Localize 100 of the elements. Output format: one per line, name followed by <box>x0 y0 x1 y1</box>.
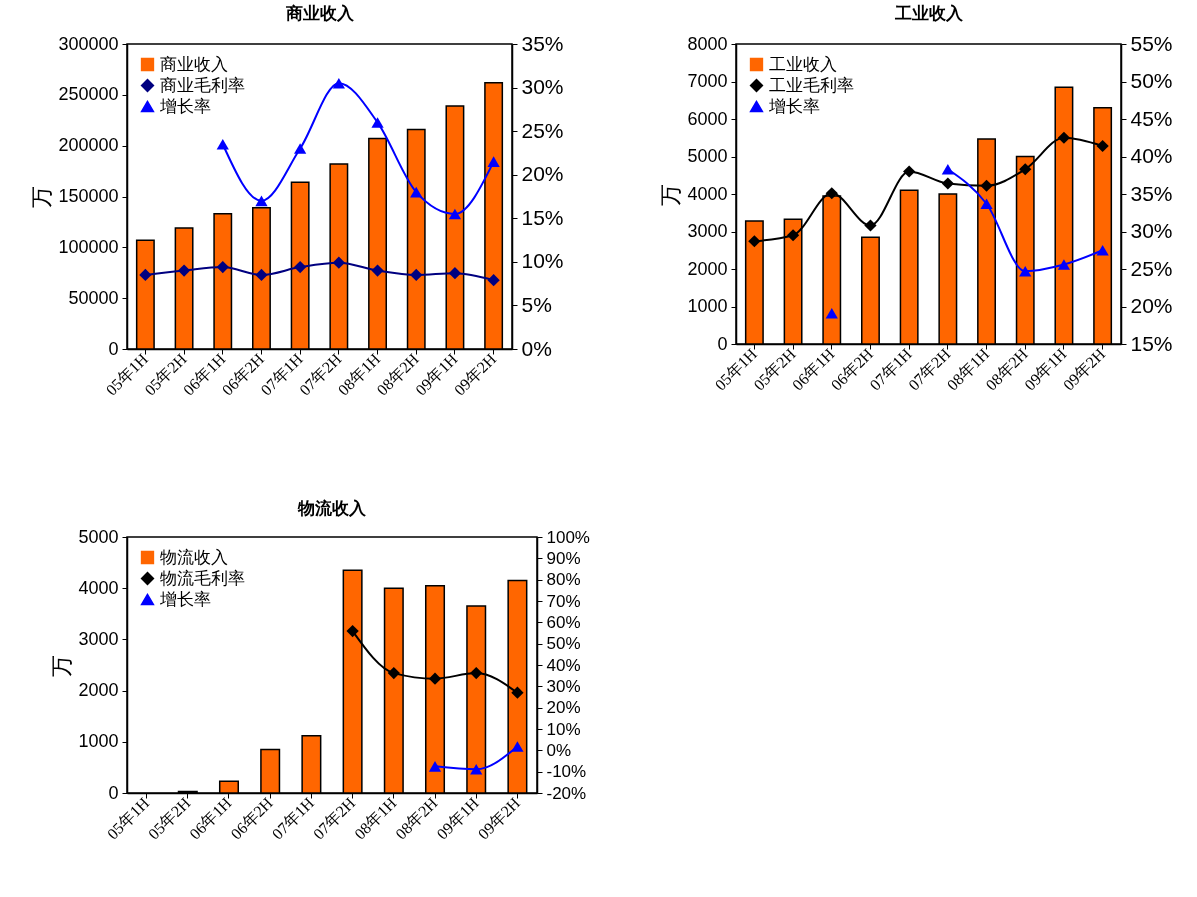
y2-tick-label: 20% <box>521 162 564 186</box>
y-tick-label: 4000 <box>687 183 728 204</box>
y-tick-label: 4000 <box>78 577 119 598</box>
legend-label: 工业收入 <box>769 54 837 74</box>
y2-tick-label: 35% <box>1130 181 1173 205</box>
y-tick-label: 1000 <box>687 296 728 316</box>
point <box>255 195 268 207</box>
legend-label: 商业毛利率 <box>160 75 245 95</box>
legend-label: 工业毛利率 <box>769 75 854 95</box>
point <box>139 268 152 282</box>
point <box>346 624 359 638</box>
y2-tick-label: -20% <box>546 783 587 803</box>
y2-tick-label: 30% <box>546 676 581 696</box>
y-tick-label: 1000 <box>78 731 119 752</box>
point <box>255 268 268 282</box>
point <box>786 229 800 242</box>
y2-tick-label: 50% <box>1130 69 1173 92</box>
y2-tick-label: 30% <box>1130 219 1173 242</box>
y2-tick-label: 40% <box>546 655 581 675</box>
point <box>487 156 500 167</box>
y-tick-label: 3000 <box>78 628 119 649</box>
y2-tick-label: 90% <box>546 548 581 568</box>
y2-tick-label: 10% <box>546 719 581 739</box>
y-tick-label: 0 <box>108 782 119 803</box>
y2-tick-label: 55% <box>1130 31 1173 55</box>
y2-tick-label: 10% <box>521 249 564 273</box>
y2-tick-label: 20% <box>1130 294 1173 317</box>
point <box>294 143 307 154</box>
y-axis-title: 万 <box>49 654 75 677</box>
y2-tick-label: 35% <box>521 31 564 55</box>
y-tick-label: 150000 <box>58 186 119 206</box>
y-axis-title: 万 <box>658 183 684 206</box>
legend-label: 增长率 <box>768 96 820 116</box>
point <box>980 179 993 192</box>
y-tick-label: 50000 <box>68 287 119 308</box>
point <box>371 117 384 128</box>
chart-title: 商业收入 <box>284 4 355 23</box>
point <box>748 235 761 248</box>
point <box>177 264 191 277</box>
y2-tick-label: 0% <box>546 740 572 760</box>
y-tick-label: 7000 <box>687 71 728 91</box>
y-tick-label: 8000 <box>687 33 728 54</box>
point <box>470 764 483 775</box>
point <box>1057 131 1071 144</box>
y2-tick-label: 0% <box>521 336 552 360</box>
point <box>410 268 423 282</box>
point <box>1057 259 1071 270</box>
point <box>825 187 838 200</box>
y-tick-label: 250000 <box>58 84 119 105</box>
legend-label: 商业收入 <box>160 54 228 74</box>
y-tick-label: 5000 <box>78 526 119 547</box>
y-tick-label: 0 <box>717 333 728 354</box>
y-tick-label: 200000 <box>58 135 119 156</box>
y-tick-label: 300000 <box>58 33 119 54</box>
point <box>511 741 524 752</box>
y2-tick-label: 20% <box>546 698 581 718</box>
y2-tick-label: 70% <box>546 591 581 611</box>
y2-tick-label: 30% <box>521 75 564 99</box>
y-tick-label: 100000 <box>58 236 119 257</box>
y-tick-label: 2000 <box>687 258 728 279</box>
point <box>1096 244 1109 256</box>
point <box>1019 163 1032 176</box>
y2-tick-label: 25% <box>1130 256 1173 280</box>
point <box>487 274 500 287</box>
y2-tick-label: -10% <box>546 762 587 782</box>
legend-label: 物流收入 <box>160 547 228 567</box>
point <box>470 666 483 680</box>
y2-tick-label: 5% <box>521 292 552 316</box>
y2-tick-label: 15% <box>1130 331 1173 355</box>
y2-tick-label: 15% <box>521 205 564 229</box>
point <box>371 264 384 277</box>
point <box>216 260 229 274</box>
y-tick-label: 3000 <box>687 221 728 241</box>
point <box>294 260 307 274</box>
y2-tick-label: 80% <box>546 570 581 590</box>
point <box>980 198 993 210</box>
y2-tick-label: 100% <box>546 527 590 547</box>
legend-label: 增长率 <box>159 589 211 609</box>
point <box>448 208 462 220</box>
point <box>448 267 462 280</box>
y-tick-label: 0 <box>108 338 119 359</box>
y-axis-title: 万 <box>29 186 55 208</box>
y2-tick-label: 25% <box>521 118 564 142</box>
point <box>428 672 442 685</box>
y2-tick-label: 60% <box>546 612 581 632</box>
point <box>332 77 345 89</box>
point <box>332 256 345 269</box>
point <box>941 177 954 190</box>
point <box>1019 265 1032 277</box>
y-tick-label: 2000 <box>78 680 119 701</box>
point <box>941 163 954 175</box>
legend-label: 物流毛利率 <box>160 568 245 588</box>
point <box>1096 139 1109 153</box>
point <box>511 686 524 699</box>
y2-tick-label: 45% <box>1130 106 1173 130</box>
point <box>825 307 838 319</box>
y-tick-label: 6000 <box>687 108 728 129</box>
point <box>864 219 877 232</box>
y2-tick-label: 40% <box>1130 144 1173 167</box>
point <box>216 138 229 150</box>
